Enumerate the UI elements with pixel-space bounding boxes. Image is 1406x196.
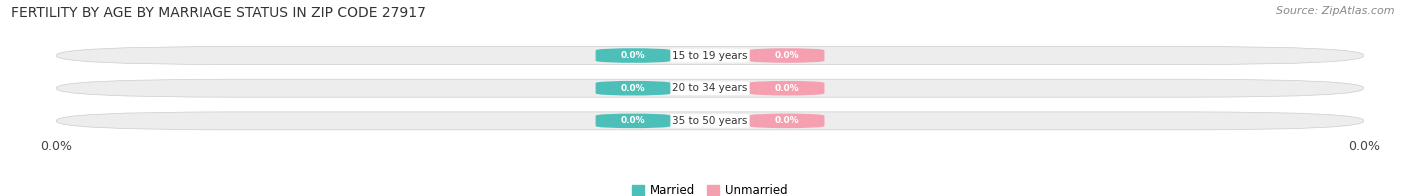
Text: 0.0%: 0.0%	[775, 84, 799, 93]
Text: 0.0%: 0.0%	[621, 84, 645, 93]
Text: FERTILITY BY AGE BY MARRIAGE STATUS IN ZIP CODE 27917: FERTILITY BY AGE BY MARRIAGE STATUS IN Z…	[11, 6, 426, 20]
FancyBboxPatch shape	[596, 48, 671, 63]
FancyBboxPatch shape	[749, 81, 824, 96]
FancyBboxPatch shape	[749, 48, 824, 63]
Text: 15 to 19 years: 15 to 19 years	[672, 51, 748, 61]
Legend: Married, Unmarried: Married, Unmarried	[627, 179, 793, 196]
FancyBboxPatch shape	[596, 113, 671, 128]
Text: 0.0%: 0.0%	[775, 51, 799, 60]
FancyBboxPatch shape	[596, 81, 671, 96]
Text: 0.0%: 0.0%	[621, 51, 645, 60]
Text: Source: ZipAtlas.com: Source: ZipAtlas.com	[1277, 6, 1395, 16]
Text: 0.0%: 0.0%	[621, 116, 645, 125]
Text: 0.0%: 0.0%	[775, 116, 799, 125]
FancyBboxPatch shape	[56, 112, 1364, 130]
FancyBboxPatch shape	[56, 79, 1364, 97]
Text: 20 to 34 years: 20 to 34 years	[672, 83, 748, 93]
FancyBboxPatch shape	[56, 46, 1364, 64]
Text: 35 to 50 years: 35 to 50 years	[672, 116, 748, 126]
FancyBboxPatch shape	[749, 113, 824, 128]
